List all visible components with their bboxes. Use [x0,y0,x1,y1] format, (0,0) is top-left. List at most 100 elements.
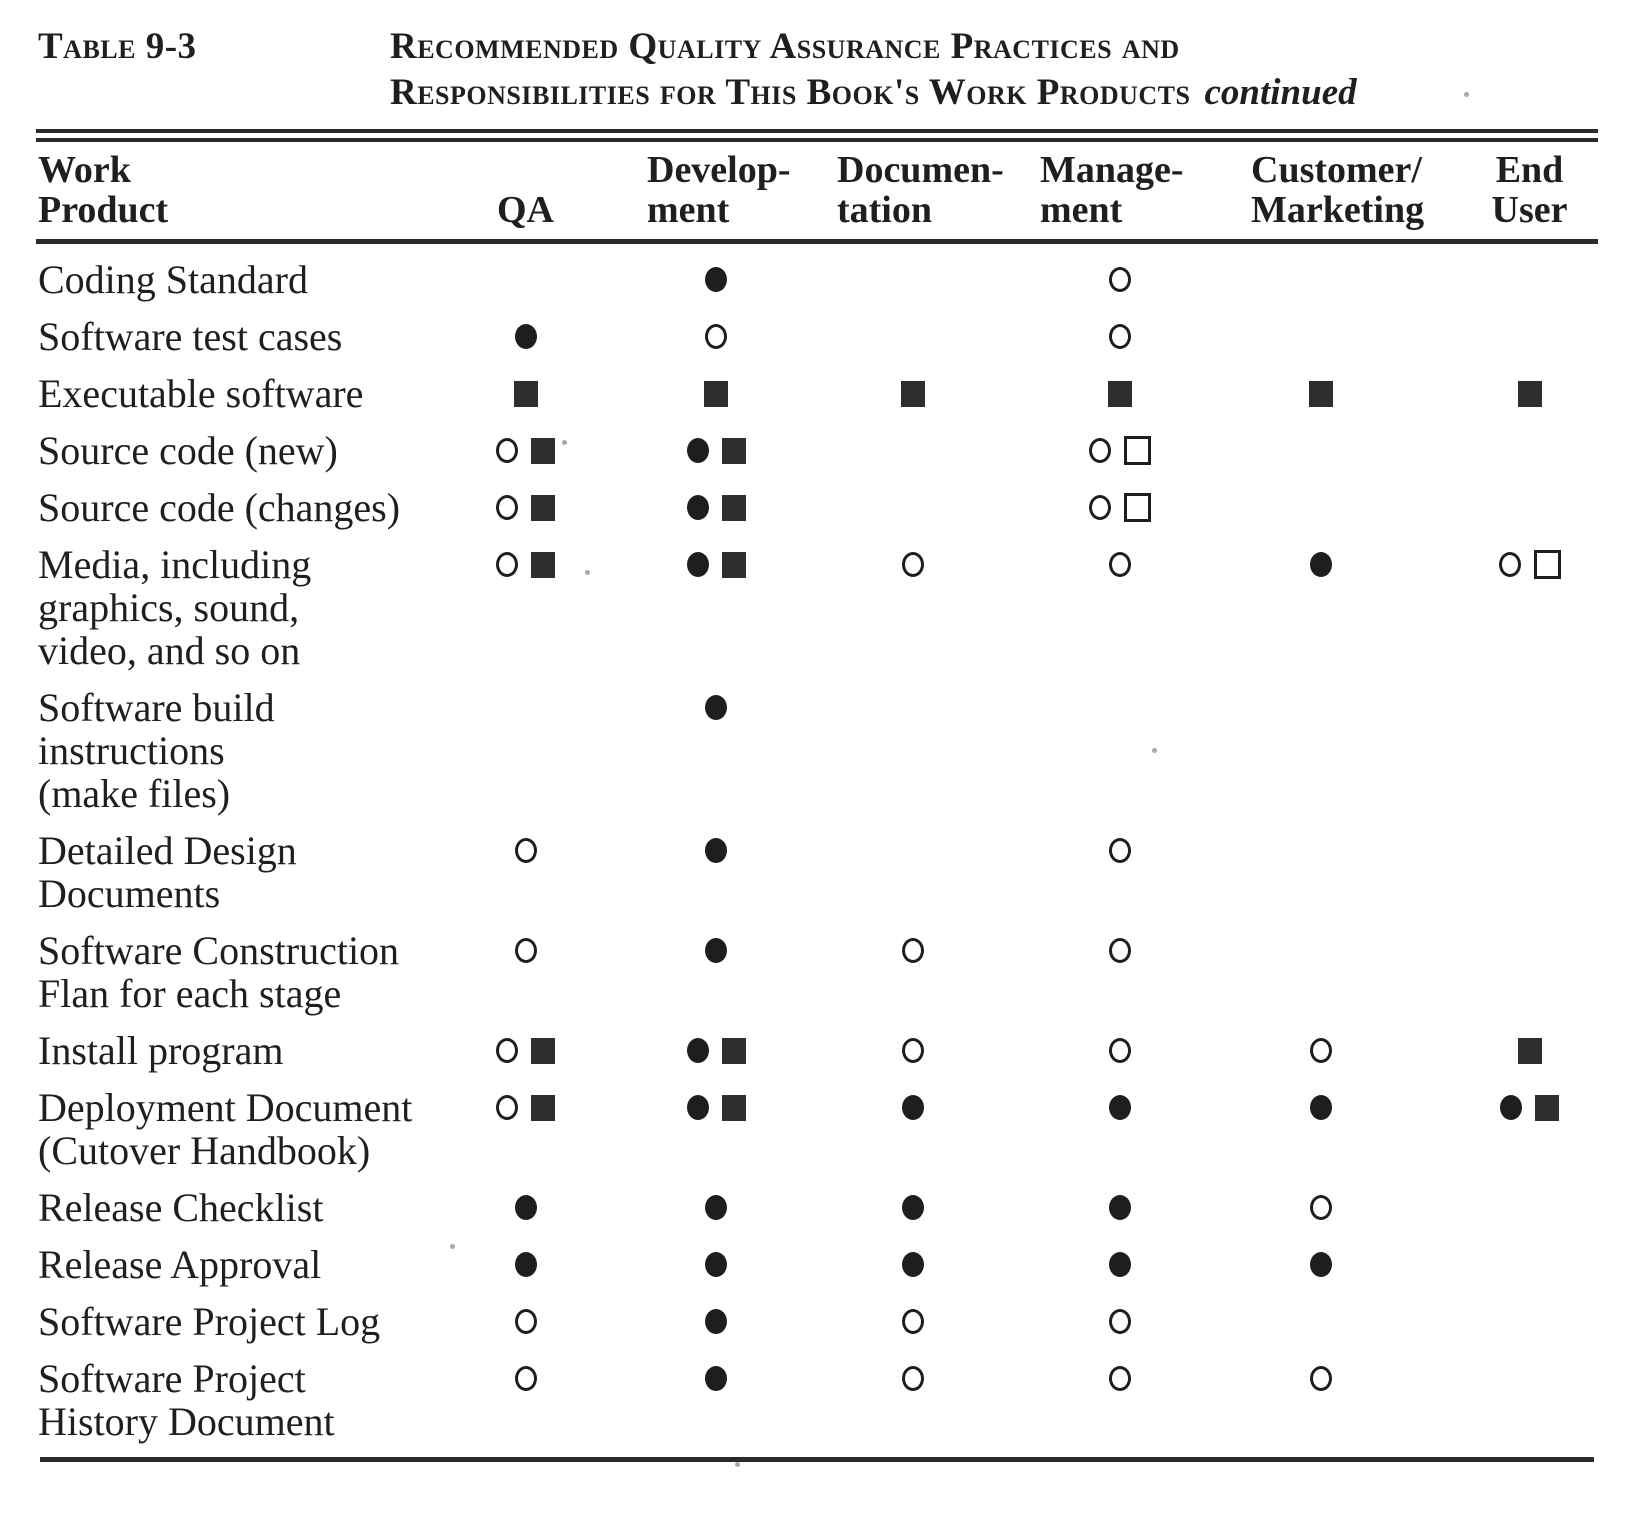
filled-circle-icon [705,695,727,720]
table-body: Coding Standard Software test cases Exec… [0,244,1642,1443]
open-square-icon [1123,493,1151,522]
cell-development [621,1243,811,1286]
cell-end-user [1417,372,1642,415]
cell-management [1014,372,1225,415]
cell-qa [430,429,621,472]
open-circle-icon [901,552,924,577]
filled-square-icon [721,551,746,578]
filled-square-icon [531,1094,555,1121]
cell-management [1014,315,1225,358]
filled-circle-icon [901,1095,924,1120]
column-header-documentation: Documen- tation [837,149,1004,231]
work-product-name: Install program [38,1028,284,1073]
open-circle-icon [514,1309,537,1334]
cell-management [1014,829,1225,872]
filled-square-icon [1107,380,1132,407]
cell-documentation [811,372,1014,415]
filled-circle-icon [705,1309,727,1334]
filled-circle-icon [1108,1195,1131,1220]
cell-development [621,1186,811,1229]
filled-circle-icon [686,1095,709,1120]
open-circle-icon [901,1309,924,1334]
table-row: Source code (changes) [0,486,1642,529]
table-row: Software Project Log [0,1300,1642,1343]
cell-customer-marketing [1225,829,1417,872]
filled-circle-icon [705,1366,727,1391]
filled-circle-icon [514,1195,537,1220]
cell-documentation [811,429,1014,472]
table-row: Software Construction Flan for each stage [0,929,1642,1015]
filled-circle-icon [1108,1095,1131,1120]
work-product-name: Software Construction Flan for each stage [38,928,400,1016]
cell-customer-marketing [1225,429,1417,472]
table-row: Source code (new) [0,429,1642,472]
cell-qa [430,1300,621,1343]
cell-customer-marketing [1225,1300,1417,1343]
cell-documentation [811,686,1014,729]
cell-end-user [1417,1243,1642,1286]
filled-square-icon [704,380,728,407]
table-row: Coding Standard [0,258,1642,301]
cell-documentation [811,1029,1014,1072]
filled-circle-icon [705,938,727,963]
filled-square-icon [721,494,746,521]
work-product-name: Software Project History Document [38,1356,335,1444]
filled-square-icon [1517,1037,1542,1064]
filled-circle-icon [901,1195,924,1220]
work-product-name: Source code (changes) [38,485,401,530]
cell-qa [430,315,621,358]
bottom-rule [40,1457,1594,1462]
header-rule [36,239,1598,244]
cell-development [621,1029,811,1072]
table-row: Detailed Design Documents [0,829,1642,915]
cell-qa [430,1243,621,1286]
cell-end-user [1417,429,1642,472]
cell-development [621,486,811,529]
cell-management [1014,1086,1225,1129]
open-circle-icon [1108,1366,1131,1391]
cell-customer-marketing [1225,315,1417,358]
cell-documentation [811,929,1014,972]
cell-qa [430,1029,621,1072]
cell-development [621,1357,811,1400]
cell-documentation [811,1357,1014,1400]
cell-qa [430,1186,621,1229]
work-product-name: Detailed Design Documents [38,828,297,916]
open-circle-icon [1108,267,1131,292]
cell-end-user [1417,1186,1642,1229]
cell-development [621,543,811,586]
cell-documentation [811,1243,1014,1286]
cell-development [621,372,811,415]
cell-end-user [1417,1300,1642,1343]
cell-documentation [811,829,1014,872]
filled-circle-icon [686,438,709,463]
open-circle-icon [1108,324,1131,349]
cell-development [621,258,811,301]
open-circle-icon [1310,1038,1332,1063]
open-circle-icon [496,1038,518,1063]
filled-circle-icon [705,838,727,863]
cell-development [621,1300,811,1343]
filled-square-icon [531,437,555,464]
cell-customer-marketing [1225,258,1417,301]
cell-development [621,1086,811,1129]
cell-management [1014,1186,1225,1229]
open-square-icon [1123,436,1151,465]
open-circle-icon [1310,1366,1332,1391]
cell-management [1014,1300,1225,1343]
filled-circle-icon [686,552,709,577]
work-product-name: Software build instructions (make files) [38,685,275,816]
table-title-line1: Recommended Quality Assurance Practices … [390,26,1180,67]
filled-square-icon [1535,1094,1559,1121]
open-circle-icon [1108,838,1131,863]
scan-speck [735,1462,740,1467]
cell-qa [430,372,621,415]
table-row: Software test cases [0,315,1642,358]
open-circle-icon [1108,1038,1131,1063]
cell-documentation [811,1186,1014,1229]
cell-management [1014,929,1225,972]
cell-customer-marketing [1225,1357,1417,1400]
open-circle-icon [514,938,537,963]
filled-circle-icon [901,1252,924,1277]
